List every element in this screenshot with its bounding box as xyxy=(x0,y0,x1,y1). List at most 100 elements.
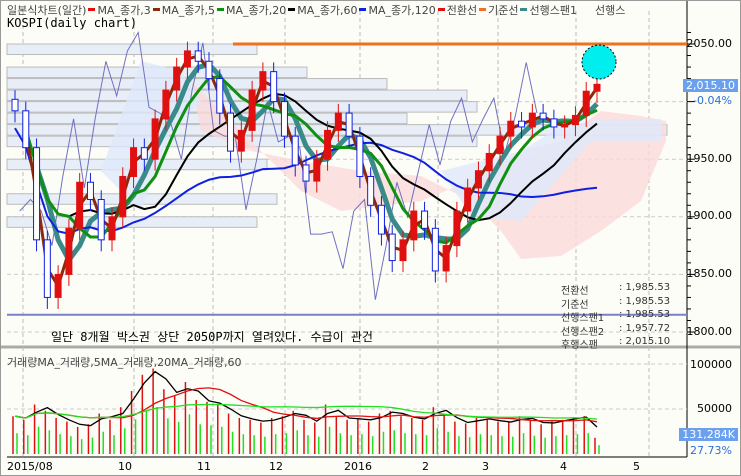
x-tick: 2 xyxy=(422,460,429,473)
candle-body xyxy=(388,233,396,262)
info-label: 기준선 xyxy=(561,299,589,311)
candle-body xyxy=(453,210,461,247)
ma60-line xyxy=(46,92,598,222)
legend-item: 선행스팬1 xyxy=(529,4,577,17)
candle-body xyxy=(539,112,547,120)
lagging-span-line xyxy=(19,30,538,300)
candle-body xyxy=(270,71,278,103)
candle-body xyxy=(259,71,267,91)
candle-body xyxy=(324,129,332,160)
x-tick: 2016 xyxy=(344,460,372,473)
volume-legend-item: MA_거래량,20 xyxy=(100,356,172,369)
candle-body xyxy=(431,227,439,272)
legend-item: MA_종가,20 xyxy=(225,4,287,17)
volume-legend-item: MA_거래량,5 xyxy=(37,356,101,369)
legend-item: MA_종가,5 xyxy=(161,4,215,17)
candle-body xyxy=(11,98,19,112)
candle-body xyxy=(528,112,536,128)
candle-body xyxy=(485,152,493,172)
x-tick: 4 xyxy=(560,460,567,473)
candle-body xyxy=(313,158,321,182)
candle-body xyxy=(216,78,224,114)
candle-body xyxy=(205,60,213,80)
x-tick: 3 xyxy=(482,460,489,473)
legend-swatch xyxy=(88,8,96,11)
candle-body xyxy=(108,216,116,241)
x-tick: 2015/08 xyxy=(7,460,53,473)
ichimoku-info-row: 선행스팬2: 1,957.72 xyxy=(561,323,691,338)
legend-swatch xyxy=(288,8,296,11)
legend-item: MA_종가,3 xyxy=(97,4,151,17)
candle-body xyxy=(173,66,181,91)
info-label: 후행스팬 xyxy=(561,340,598,351)
candle-body xyxy=(54,273,62,298)
ichimoku-cloud-bull xyxy=(101,61,201,211)
candle-body xyxy=(248,89,256,131)
info-value: : 1,985.53 xyxy=(619,295,671,307)
candle-body xyxy=(151,118,159,160)
candle-body xyxy=(291,135,299,166)
y-tick: 1950.00 xyxy=(686,152,733,165)
price-legend: 일본식차트(일간) MA_종가,3 MA_종가,5 MA_종가,20 MA_종가,60 M… xyxy=(7,2,625,18)
info-label: 선행스팬2 xyxy=(561,326,605,338)
ichimoku-cloud-bear xyxy=(191,81,666,259)
ichimoku-info-row: 전환선: 1,985.53 xyxy=(561,282,691,297)
x-tick: 11 xyxy=(197,460,211,473)
x-tick: 5 xyxy=(633,460,640,473)
candle-body xyxy=(593,83,601,92)
candle-body xyxy=(130,147,138,177)
candle-body xyxy=(582,90,590,116)
legend-swatch xyxy=(437,8,445,11)
ichimoku-info-row: 선행스팬1 : 1,985.53 xyxy=(561,309,691,324)
legend-item: 기준선 xyxy=(488,4,519,17)
candle-body xyxy=(421,210,429,229)
legend-swatch xyxy=(216,8,224,11)
candle-body xyxy=(496,135,504,154)
candle-body xyxy=(507,120,515,137)
candle-body xyxy=(237,129,245,152)
candle-body xyxy=(442,245,450,272)
candle-body xyxy=(334,112,342,131)
legend-swatch xyxy=(520,8,528,11)
candle-body xyxy=(377,204,385,235)
candle-body xyxy=(356,135,364,177)
ichimoku-info-row: 후행스팬 : 2,015.10 xyxy=(561,336,691,351)
info-label: 선행스팬1 xyxy=(561,313,605,324)
info-value: : 2,015.10 xyxy=(619,336,671,347)
candle-body xyxy=(119,175,127,218)
legend-swatch xyxy=(479,8,487,11)
x-tick: 12 xyxy=(269,460,283,473)
legend-swatch xyxy=(359,8,367,11)
candle-body xyxy=(345,112,353,137)
y-tick: 2050.00 xyxy=(686,37,733,50)
ichimoku-info-row: 기준선 : 1,985.53 xyxy=(561,296,691,311)
volume-ma5-line xyxy=(14,370,598,428)
current-price-badge: 2,015.10 xyxy=(683,79,738,92)
y-tick: 1850.00 xyxy=(686,267,733,280)
candle-body xyxy=(410,210,418,241)
y-tick: 1800.00 xyxy=(686,325,733,338)
candle-body xyxy=(194,50,202,62)
candle-body xyxy=(140,147,148,160)
legend-item: 선행스 xyxy=(594,4,626,17)
candle-body xyxy=(464,187,472,212)
info-value: : 1,985.53 xyxy=(619,309,671,320)
y-tick: 1900.00 xyxy=(686,209,733,222)
volume-profile-bar xyxy=(6,43,258,56)
chart-name: 일본식차트(일간) xyxy=(7,4,87,17)
candle-body xyxy=(474,170,482,189)
candle-body xyxy=(33,147,41,241)
candle-body xyxy=(227,112,235,152)
candle-body xyxy=(43,239,51,298)
candle-body xyxy=(561,124,569,128)
candle-body xyxy=(65,227,73,275)
candle-body xyxy=(22,110,30,149)
candle-body xyxy=(76,181,84,229)
info-value: : 1,985.53 xyxy=(619,282,671,293)
candle-body xyxy=(399,239,407,262)
candle-body xyxy=(97,199,105,241)
volume-legend-item: MA_거래량,60 xyxy=(171,356,242,369)
target-circle xyxy=(581,44,617,80)
